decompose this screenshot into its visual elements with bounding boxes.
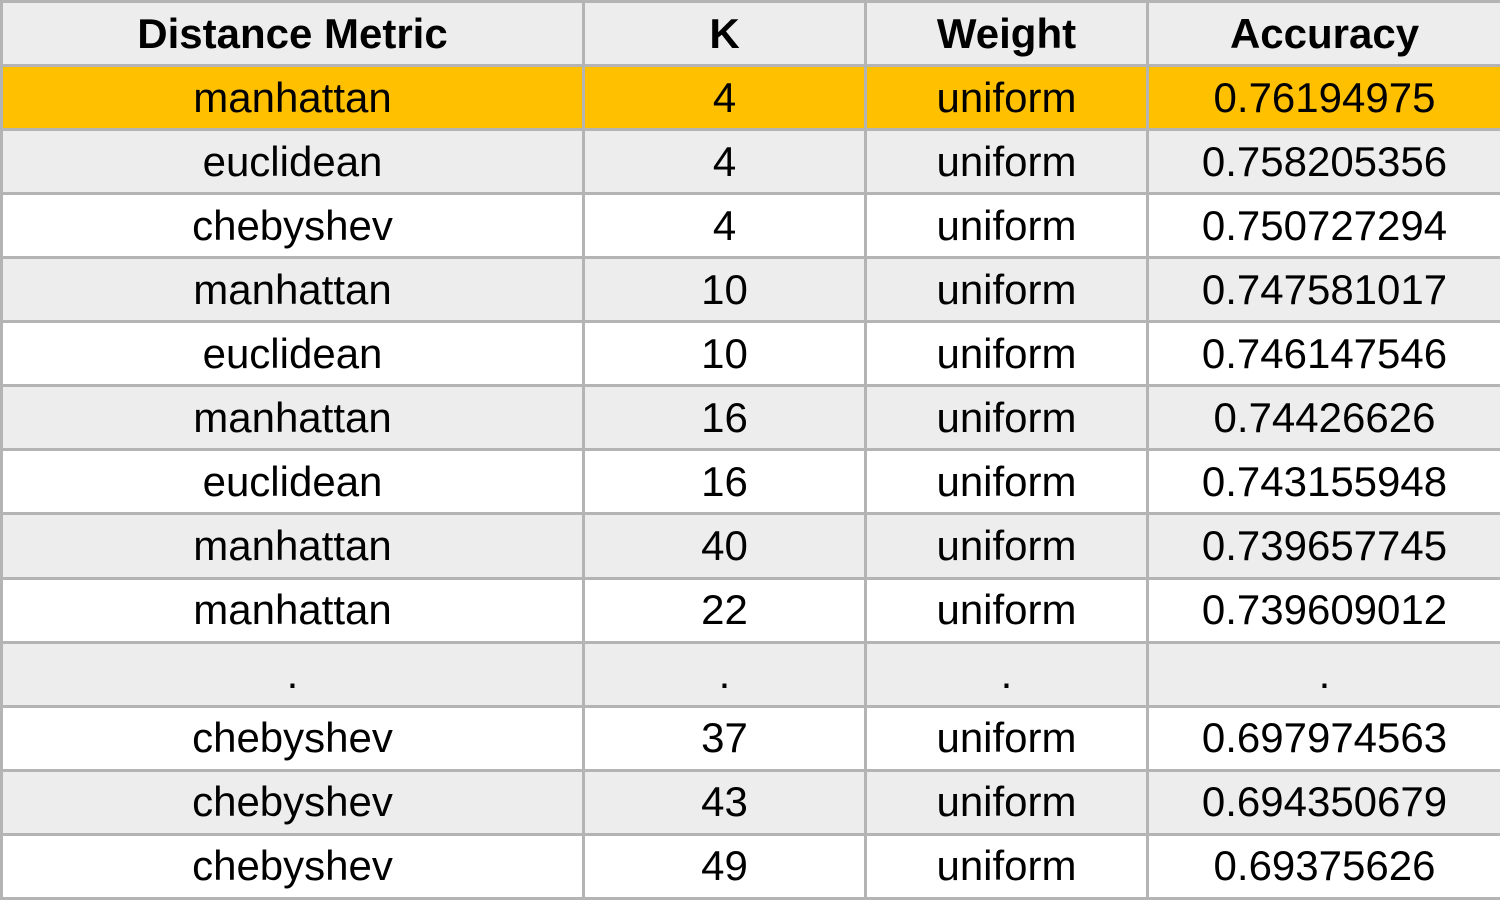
cell-distance-metric: euclidean <box>0 128 585 196</box>
cell-weight: uniform <box>864 768 1149 836</box>
table-row: manhattan 40 uniform 0.739657745 <box>0 512 1500 580</box>
table-row: manhattan 22 uniform 0.739609012 <box>0 576 1500 644</box>
cell-accuracy: 0.743155948 <box>1146 448 1500 516</box>
cell-accuracy: 0.739657745 <box>1146 512 1500 580</box>
header-k: K <box>582 0 867 67</box>
cell-weight: uniform <box>864 320 1149 388</box>
cell-weight: uniform <box>864 256 1149 324</box>
cell-accuracy: 0.746147546 <box>1146 320 1500 388</box>
cell-k: . <box>582 640 867 708</box>
cell-weight: uniform <box>864 192 1149 260</box>
cell-k: 4 <box>582 128 867 196</box>
cell-distance-metric: euclidean <box>0 320 585 388</box>
table-body: manhattan 4 uniform 0.76194975 euclidean 4 uni… <box>0 63 1500 900</box>
cell-k: 16 <box>582 448 867 516</box>
table-row: euclidean 4 uniform 0.758205356 <box>0 128 1500 196</box>
cell-distance-metric: chebyshev <box>0 832 585 900</box>
cell-weight: uniform <box>864 63 1149 132</box>
cell-k: 40 <box>582 512 867 580</box>
cell-accuracy: 0.69375626 <box>1146 832 1500 900</box>
cell-weight: . <box>864 640 1149 708</box>
cell-distance-metric: chebyshev <box>0 192 585 260</box>
table-row: manhattan 10 uniform 0.747581017 <box>0 256 1500 324</box>
cell-weight: uniform <box>864 704 1149 772</box>
table-row-highlighted: manhattan 4 uniform 0.76194975 <box>0 63 1500 132</box>
cell-weight: uniform <box>864 576 1149 644</box>
cell-weight: uniform <box>864 128 1149 196</box>
cell-weight: uniform <box>864 832 1149 900</box>
cell-distance-metric: manhattan <box>0 63 585 132</box>
table-row: manhattan 16 uniform 0.74426626 <box>0 384 1500 452</box>
cell-distance-metric: manhattan <box>0 512 585 580</box>
cell-k: 10 <box>582 320 867 388</box>
cell-accuracy: 0.758205356 <box>1146 128 1500 196</box>
table-row: chebyshev 43 uniform 0.694350679 <box>0 768 1500 836</box>
cell-k: 4 <box>582 192 867 260</box>
cell-distance-metric: manhattan <box>0 576 585 644</box>
cell-accuracy: 0.750727294 <box>1146 192 1500 260</box>
cell-weight: uniform <box>864 512 1149 580</box>
cell-accuracy: 0.697974563 <box>1146 704 1500 772</box>
cell-distance-metric: chebyshev <box>0 704 585 772</box>
header-distance-metric: Distance Metric <box>0 0 585 67</box>
cell-k: 22 <box>582 576 867 644</box>
table-row: chebyshev 49 uniform 0.69375626 <box>0 832 1500 900</box>
cell-k: 37 <box>582 704 867 772</box>
table-row: .... <box>0 640 1500 708</box>
cell-distance-metric: manhattan <box>0 384 585 452</box>
cell-k: 43 <box>582 768 867 836</box>
cell-k: 16 <box>582 384 867 452</box>
table-row: chebyshev 37 uniform 0.697974563 <box>0 704 1500 772</box>
cell-k: 49 <box>582 832 867 900</box>
cell-k: 10 <box>582 256 867 324</box>
cell-distance-metric: manhattan <box>0 256 585 324</box>
table-row: chebyshev 4 uniform 0.750727294 <box>0 192 1500 260</box>
table-row: euclidean 10 uniform 0.746147546 <box>0 320 1500 388</box>
header-row: Distance Metric K Weight Accuracy <box>0 0 1500 67</box>
cell-distance-metric: chebyshev <box>0 768 585 836</box>
cell-accuracy: 0.694350679 <box>1146 768 1500 836</box>
header-accuracy: Accuracy <box>1146 0 1500 67</box>
cell-weight: uniform <box>864 384 1149 452</box>
cell-accuracy: . <box>1146 640 1500 708</box>
cell-accuracy: 0.74426626 <box>1146 384 1500 452</box>
cell-k: 4 <box>582 63 867 132</box>
cell-accuracy: 0.747581017 <box>1146 256 1500 324</box>
cell-distance-metric: . <box>0 640 585 708</box>
cell-weight: uniform <box>864 448 1149 516</box>
table-row: euclidean 16 uniform 0.743155948 <box>0 448 1500 516</box>
header-weight: Weight <box>864 0 1149 67</box>
cell-accuracy: 0.76194975 <box>1146 63 1500 132</box>
cell-accuracy: 0.739609012 <box>1146 576 1500 644</box>
cell-distance-metric: euclidean <box>0 448 585 516</box>
